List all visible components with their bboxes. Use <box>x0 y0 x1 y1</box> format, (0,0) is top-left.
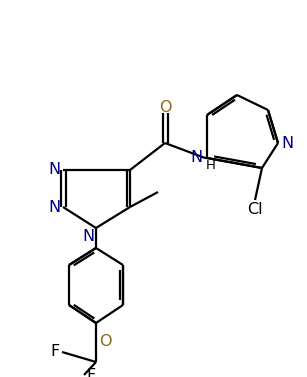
Text: N: N <box>190 150 202 166</box>
Text: F: F <box>86 368 95 377</box>
Text: N: N <box>48 199 60 215</box>
Text: O: O <box>159 100 171 115</box>
Text: Cl: Cl <box>247 202 263 217</box>
Text: N: N <box>82 229 94 244</box>
Text: O: O <box>99 334 111 349</box>
Text: H: H <box>206 159 216 172</box>
Text: N: N <box>281 135 293 150</box>
Text: N: N <box>48 162 60 178</box>
Text: F: F <box>51 345 60 360</box>
